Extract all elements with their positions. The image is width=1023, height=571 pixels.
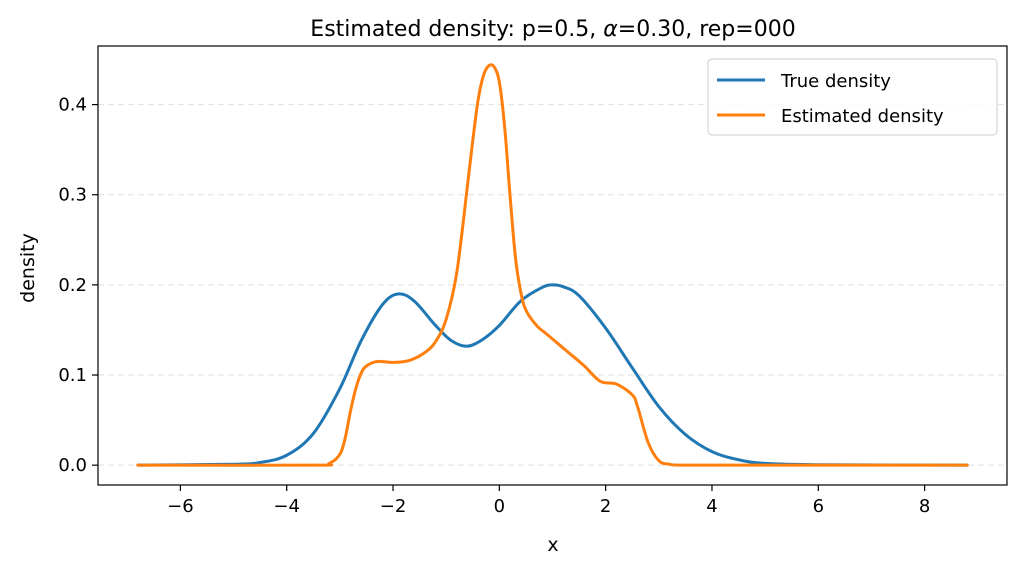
x-tick-label: 4 — [706, 496, 717, 517]
x-axis-label: x — [547, 534, 558, 556]
y-tick-label: 0.0 — [58, 455, 87, 476]
legend: True density Estimated density — [707, 58, 998, 136]
chart-title: Estimated density: p=0.5, α=0.30, rep=00… — [310, 17, 795, 42]
x-tick-label: 0 — [494, 496, 505, 517]
x-tick-label: 2 — [600, 496, 611, 517]
y-axis-ticks: 0.0 0.1 0.2 0.3 0.4 — [58, 95, 98, 476]
x-axis-ticks: −6 −4 −2 0 2 4 6 8 — [167, 485, 930, 517]
x-tick-label: −2 — [380, 496, 407, 517]
y-tick-label: 0.2 — [58, 275, 87, 296]
x-tick-label: −6 — [167, 496, 194, 517]
legend-label-estimated-density: Estimated density — [781, 106, 944, 127]
y-tick-label: 0.4 — [58, 95, 87, 116]
series-line-estimated-density — [136, 63, 969, 467]
series-line-true-density — [136, 283, 969, 467]
y-axis-label: density — [17, 233, 39, 303]
x-tick-label: −4 — [273, 496, 300, 517]
series-layer — [136, 63, 969, 467]
legend-box — [707, 58, 998, 136]
legend-label-true-density: True density — [780, 71, 891, 92]
chart-title-before: Estimated density: p=0.5, — [310, 17, 603, 42]
y-tick-label: 0.1 — [58, 365, 87, 386]
chart-title-alpha: α — [603, 17, 618, 42]
plot-frame — [97, 45, 1008, 486]
x-tick-label: 6 — [813, 496, 824, 517]
chart-title-after: =0.30, rep=000 — [618, 17, 796, 42]
x-tick-label: 8 — [919, 496, 930, 517]
y-tick-label: 0.3 — [58, 185, 87, 206]
